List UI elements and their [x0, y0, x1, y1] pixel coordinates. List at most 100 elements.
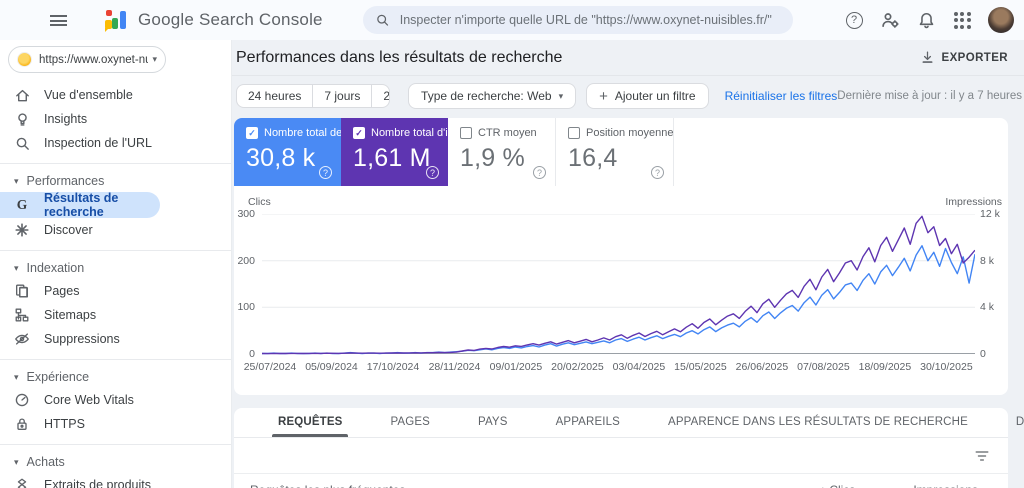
metric-tile-position[interactable]: Position moyenne 16,4 ? — [556, 118, 674, 186]
range-28d[interactable]: 28 jours — [372, 85, 389, 107]
checkbox-checked-icon[interactable]: ✓ — [246, 127, 258, 139]
metric-value: 1,9 % — [460, 144, 525, 172]
help-icon[interactable]: ? — [319, 166, 332, 179]
property-label: https://www.oxynet-nui... — [39, 53, 148, 66]
help-button[interactable]: ? — [840, 6, 868, 34]
sidebar-item-product-snippets[interactable]: Extraits de produits — [0, 473, 231, 488]
y-tick-left: 200 — [237, 254, 255, 267]
metric-tile-total-impressions[interactable]: ✓ Nombre total d'im... 1,61 M ? — [341, 118, 448, 186]
tab-countries[interactable]: PAYS — [478, 416, 508, 428]
x-tick-label: 07/08/2025 — [797, 361, 850, 373]
x-tick-label: 09/01/2025 — [489, 361, 543, 373]
divider — [0, 444, 231, 445]
right-axis-title: Impressions — [945, 196, 1002, 208]
x-tick-label: 20/02/2025 — [551, 361, 604, 373]
title-row: Performances dans les résultats de reche… — [232, 40, 1024, 76]
performance-card: ✓ Nombre total de c... 30,8 k ? ✓ Nombre… — [234, 118, 1008, 395]
url-inspection-searchbox[interactable] — [362, 6, 793, 34]
filter-list-icon[interactable] — [974, 448, 990, 464]
filter-bar: 24 heures 7 jours 28 jours 3 mois 16 moi… — [232, 76, 1024, 116]
help-icon[interactable]: ? — [426, 166, 439, 179]
sidebar-item-pages[interactable]: Pages — [0, 279, 231, 303]
product-snippets-icon — [13, 476, 31, 488]
chevron-down-icon: ▾ — [14, 262, 19, 273]
sidebar-item-overview[interactable]: Vue d'ensemble — [0, 83, 231, 107]
sidebar-item-insights[interactable]: Insights — [0, 107, 231, 131]
eye-off-icon — [13, 330, 31, 348]
help-icon[interactable]: ? — [651, 166, 664, 179]
last-update-text: Dernière mise à jour : il y a 7 heures — [837, 90, 1022, 102]
series-line-impressions — [262, 215, 975, 355]
search-icon — [13, 134, 31, 152]
property-selector[interactable]: https://www.oxynet-nui... ▾ — [8, 46, 166, 73]
chevron-down-icon: ▾ — [558, 90, 564, 101]
home-icon — [13, 86, 31, 104]
product-name: Google Search Console — [138, 10, 323, 29]
metric-tile-ctr[interactable]: CTR moyen 1,9 % ? — [448, 118, 556, 186]
tab-dates[interactable]: DATES — [1015, 416, 1024, 428]
main-content: Performances dans les résultats de reche… — [232, 40, 1024, 488]
tab-queries[interactable]: REQUÊTES — [254, 416, 366, 437]
date-range-selector: 24 heures 7 jours 28 jours 3 mois 16 moi… — [236, 84, 391, 108]
performance-chart[interactable]: Clics Impressions 0 100 200 300 0 4 k 8 k 12 k… — [234, 195, 1008, 387]
sidebar-section-indexation[interactable]: ▾ Indexation — [14, 261, 85, 275]
checkbox-empty-icon[interactable] — [568, 127, 580, 139]
add-filter-button[interactable]: + Ajouter un filtre — [586, 83, 709, 109]
dimension-tabs: REQUÊTES PAGES PAYS APPAREILS APPARENCE … — [234, 408, 1024, 438]
search-console-logo-icon — [104, 9, 128, 32]
checkbox-checked-icon[interactable]: ✓ — [353, 127, 365, 139]
sidebar-item-url-inspection[interactable]: Inspection de l'URL — [0, 131, 231, 155]
sidebar-item-https[interactable]: HTTPS — [0, 412, 231, 436]
right-axis-ticks: 0 4 k 8 k 12 k — [980, 195, 1010, 387]
discover-asterisk-icon — [13, 221, 31, 239]
chart-plot[interactable] — [262, 214, 975, 356]
bell-icon — [919, 12, 933, 28]
user-settings-button[interactable] — [876, 6, 904, 34]
sidebar-section-performances[interactable]: ▾ Performances — [14, 174, 105, 188]
y-tick-left: 0 — [249, 348, 255, 360]
reset-filters-link[interactable]: Réinitialiser les filtres — [724, 89, 838, 103]
tab-devices[interactable]: APPAREILS — [555, 416, 620, 428]
sitemap-icon — [13, 306, 31, 324]
search-type-dropdown[interactable]: Type de recherche: Web ▾ — [408, 83, 577, 109]
range-7d[interactable]: 7 jours — [313, 85, 373, 107]
tab-search-appearance[interactable]: APPARENCE DANS LES RÉSULTATS DE RECHERCH… — [668, 416, 968, 428]
speedometer-icon — [13, 391, 31, 409]
metric-tile-total-clicks[interactable]: ✓ Nombre total de c... 30,8 k ? — [234, 118, 341, 186]
sidebar-section-shopping[interactable]: ▾ Achats — [14, 455, 65, 469]
sidebar-item-core-web-vitals[interactable]: Core Web Vitals — [0, 388, 231, 412]
google-g-icon: G — [16, 197, 28, 212]
lightbulb-icon — [13, 110, 31, 128]
google-apps-button[interactable] — [948, 6, 976, 34]
menu-icon[interactable] — [38, 0, 78, 40]
y-tick-right: 12 k — [980, 208, 1000, 220]
user-gear-icon — [882, 13, 899, 28]
column-impressions[interactable]: Impressions — [913, 483, 978, 488]
x-tick-label: 30/10/2025 — [920, 361, 973, 373]
chevron-down-icon: ▾ — [14, 371, 19, 382]
url-inspection-input[interactable] — [399, 13, 781, 27]
tab-pages[interactable]: PAGES — [390, 416, 430, 428]
search-icon — [376, 14, 388, 26]
avatar[interactable] — [988, 7, 1014, 33]
chevron-down-icon: ▾ — [152, 54, 157, 64]
notifications-button[interactable] — [912, 6, 940, 34]
column-clicks[interactable]: ↓ Clics — [820, 483, 855, 488]
sidebar-item-removals[interactable]: Suppressions — [0, 327, 231, 351]
pages-icon — [13, 282, 31, 300]
lock-icon — [13, 415, 31, 433]
checkbox-empty-icon[interactable] — [460, 127, 472, 139]
sidebar-item-search-results[interactable]: G Résultats de recherche — [0, 191, 160, 219]
apps-grid-icon — [953, 11, 971, 29]
sidebar-item-discover[interactable]: Discover — [0, 218, 231, 242]
metric-value: 16,4 — [568, 144, 618, 172]
help-icon[interactable]: ? — [533, 166, 546, 179]
sidebar-section-experience[interactable]: ▾ Expérience — [14, 370, 90, 384]
range-24h[interactable]: 24 heures — [237, 85, 314, 107]
x-tick-label: 26/06/2025 — [735, 361, 789, 373]
sidebar-item-sitemaps[interactable]: Sitemaps — [0, 303, 231, 327]
export-button[interactable]: EXPORTER — [920, 50, 1008, 65]
x-tick-label: 03/04/2025 — [612, 361, 666, 373]
dimensions-card: REQUÊTES PAGES PAYS APPAREILS APPARENCE … — [234, 408, 1024, 488]
y-tick-left: 300 — [237, 208, 255, 220]
